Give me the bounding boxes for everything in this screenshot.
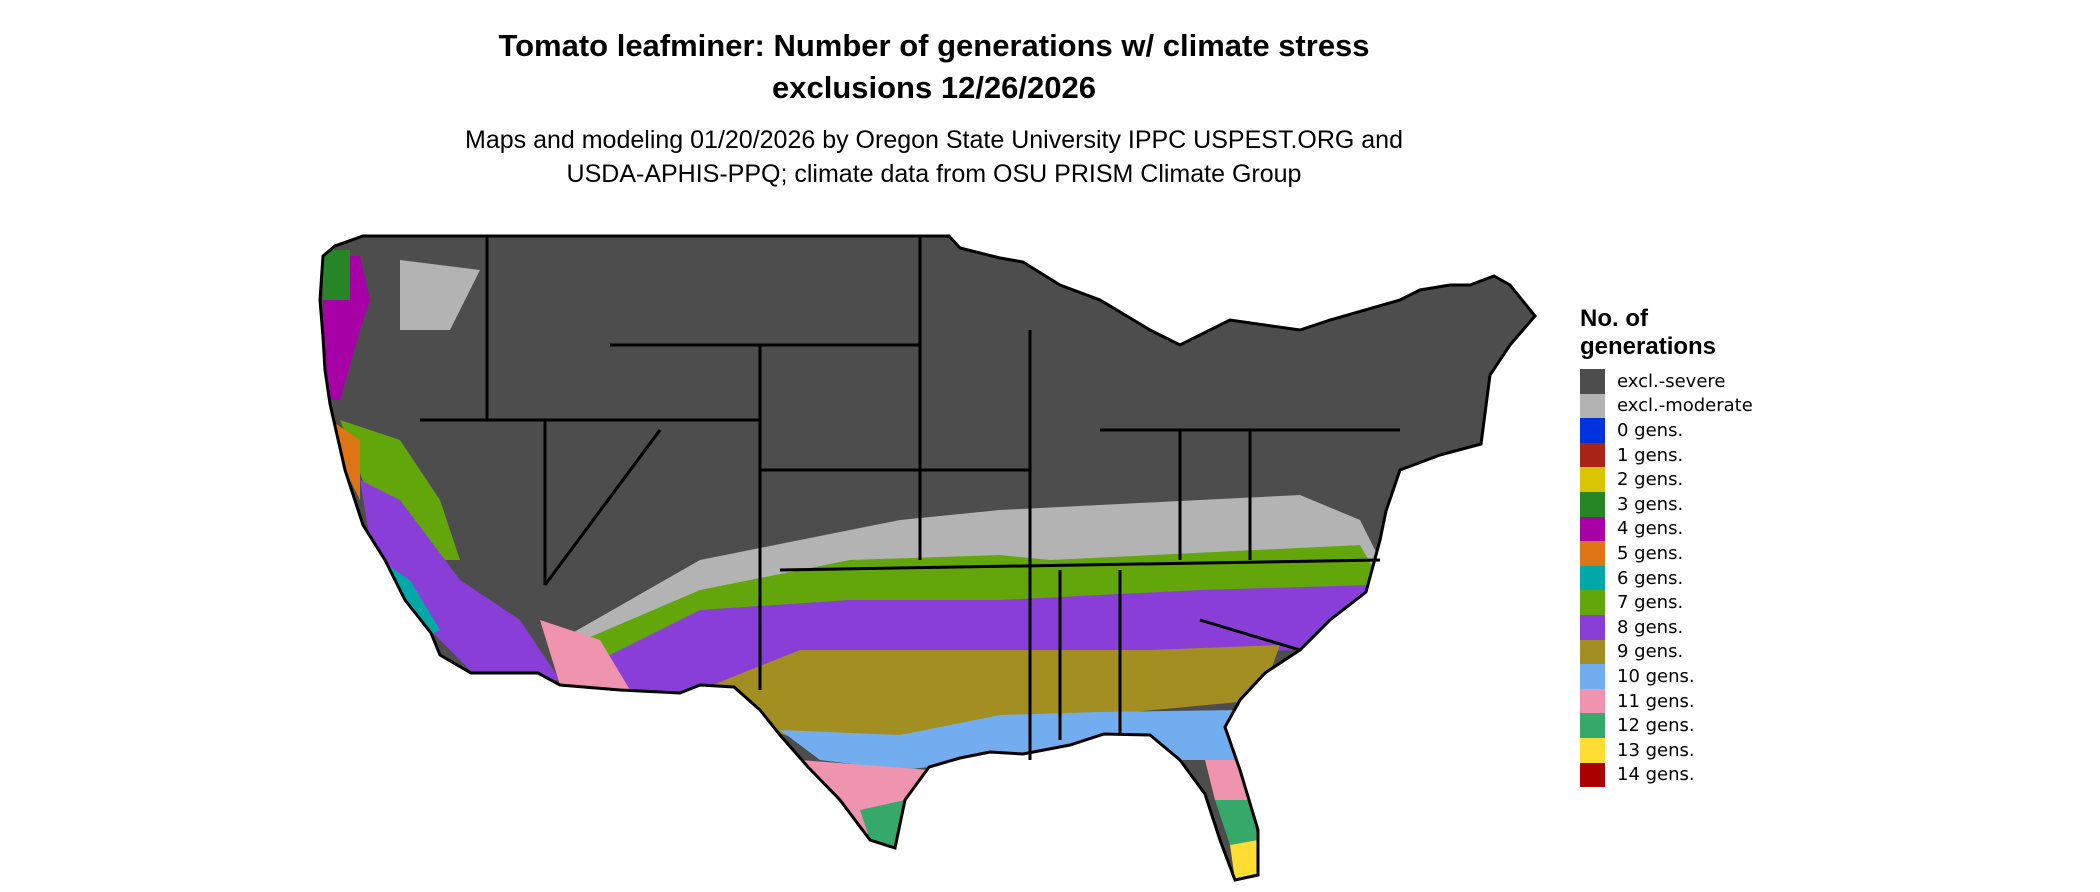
zone-9-gens bbox=[700, 645, 1280, 740]
map-title-line-2: exclusions 12/26/2026 bbox=[771, 70, 1096, 105]
legend-item: 3 gens. bbox=[1580, 491, 1753, 517]
legend-items: excl.-severe excl.-moderate 0 gens. 1 gens.… bbox=[1580, 369, 1753, 788]
legend-label: excl.-moderate bbox=[1617, 395, 1753, 417]
zone-8-gens-west bbox=[360, 480, 560, 680]
zone-12-gens-florida bbox=[1215, 800, 1258, 845]
legend-label: 9 gens. bbox=[1617, 641, 1684, 663]
legend-swatch bbox=[1580, 467, 1605, 492]
legend-swatch bbox=[1580, 590, 1605, 615]
legend-item: 13 gens. bbox=[1580, 737, 1753, 763]
legend-label: 12 gens. bbox=[1617, 715, 1695, 737]
legend-item: 12 gens. bbox=[1580, 713, 1753, 738]
legend: No. of generations excl.-severe excl.-mod… bbox=[1580, 305, 1753, 788]
legend-item: 10 gens. bbox=[1580, 664, 1753, 689]
legend-swatch bbox=[1580, 418, 1605, 443]
zone-7-gens-west bbox=[340, 420, 460, 560]
legend-label: 6 gens. bbox=[1617, 567, 1684, 589]
legend-item: 1 gens. bbox=[1580, 442, 1753, 468]
generation-zones bbox=[320, 236, 1535, 880]
legend-title-line-2: generations bbox=[1580, 333, 1717, 360]
legend-label: 10 gens. bbox=[1617, 665, 1695, 687]
zone-11-gens-arizona bbox=[540, 620, 630, 690]
zone-3-gens bbox=[323, 250, 350, 300]
legend-swatch bbox=[1580, 737, 1605, 763]
legend-item: 5 gens. bbox=[1580, 541, 1753, 566]
map-title-line-1: Tomato leafminer: Number of generations … bbox=[498, 28, 1370, 63]
legend-item: 7 gens. bbox=[1580, 590, 1753, 615]
legend-label: excl.-severe bbox=[1617, 370, 1726, 392]
zone-12-gens-texas bbox=[860, 800, 905, 848]
legend-item: 6 gens. bbox=[1580, 565, 1753, 591]
legend-swatch bbox=[1580, 614, 1605, 640]
legend-swatch bbox=[1580, 713, 1605, 738]
legend-title-line-1: No. of bbox=[1580, 305, 1648, 332]
zone-13-gens bbox=[1230, 840, 1258, 880]
legend-swatch bbox=[1580, 516, 1605, 542]
legend-item: 4 gens. bbox=[1580, 516, 1753, 542]
legend-swatch bbox=[1580, 762, 1605, 788]
map-subtitle-line-1: Maps and modeling 01/20/2026 by Oregon S… bbox=[465, 126, 1403, 154]
legend-label: 5 gens. bbox=[1617, 542, 1684, 564]
legend-swatch bbox=[1580, 442, 1605, 468]
legend-label: 3 gens. bbox=[1617, 493, 1684, 515]
legend-swatch bbox=[1580, 664, 1605, 689]
legend-label: 2 gens. bbox=[1617, 469, 1684, 491]
legend-label: 14 gens. bbox=[1617, 764, 1695, 786]
legend-swatch bbox=[1580, 369, 1605, 394]
legend-swatch bbox=[1580, 491, 1605, 517]
legend-item: 14 gens. bbox=[1580, 762, 1753, 788]
legend-swatch bbox=[1580, 688, 1605, 714]
legend-label: 8 gens. bbox=[1617, 616, 1684, 638]
legend-label: 0 gens. bbox=[1617, 419, 1684, 441]
legend-swatch bbox=[1580, 541, 1605, 566]
legend-swatch bbox=[1580, 565, 1605, 591]
legend-label: 1 gens. bbox=[1617, 444, 1684, 466]
legend-item: 0 gens. bbox=[1580, 418, 1753, 443]
legend-item: 8 gens. bbox=[1580, 614, 1753, 640]
legend-item: excl.-moderate bbox=[1580, 393, 1753, 419]
legend-label: 11 gens. bbox=[1617, 690, 1695, 712]
map-subtitle-line-2: USDA-APHIS-PPQ; climate data from OSU PR… bbox=[566, 160, 1302, 188]
legend-item: 9 gens. bbox=[1580, 639, 1753, 665]
legend-item: 2 gens. bbox=[1580, 467, 1753, 492]
legend-swatch bbox=[1580, 639, 1605, 665]
zone-excl-moderate-northwest bbox=[400, 260, 480, 330]
legend-item: 11 gens. bbox=[1580, 688, 1753, 714]
legend-label: 7 gens. bbox=[1617, 592, 1684, 614]
state-boundaries bbox=[318, 234, 1537, 882]
legend-label: 13 gens. bbox=[1617, 739, 1695, 761]
legend-swatch bbox=[1580, 393, 1605, 419]
legend-label: 4 gens. bbox=[1617, 518, 1684, 540]
legend-item: excl.-severe bbox=[1580, 369, 1753, 394]
